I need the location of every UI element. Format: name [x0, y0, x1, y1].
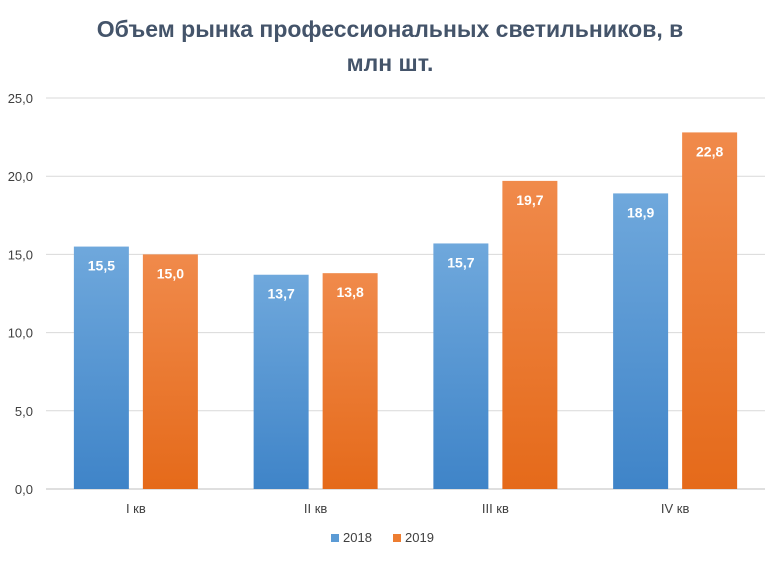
y-tick-label: 20,0: [8, 169, 33, 184]
x-tick-label: II кв: [304, 501, 328, 516]
data-label: 13,7: [268, 286, 295, 302]
legend-label-2018: 2018: [343, 530, 372, 545]
y-tick-label: 10,0: [8, 326, 33, 341]
bar-2018-2: [253, 274, 309, 489]
y-tick-label: 15,0: [8, 247, 33, 262]
bar-2019-2: [322, 273, 378, 489]
data-label: 19,7: [516, 192, 543, 208]
x-tick-label: I кв: [126, 501, 146, 516]
data-label: 18,9: [627, 204, 654, 220]
bar-2019-4: [682, 132, 738, 489]
legend-swatch-2019: [393, 534, 401, 542]
chart-title-line1: Объем рынка профессиональных светильнико…: [96, 16, 684, 42]
data-label: 22,8: [696, 143, 723, 159]
y-tick-label: 5,0: [15, 404, 33, 419]
x-tick-label: IV кв: [661, 501, 690, 516]
y-tick-label: 25,0: [8, 91, 33, 106]
bar-2018-3: [433, 243, 489, 489]
chart-title-line2: млн шт.: [346, 50, 434, 76]
data-label: 15,0: [157, 265, 184, 281]
legend-swatch-2018: [331, 534, 339, 542]
y-tick-label: 0,0: [15, 482, 33, 497]
x-tick-label: III кв: [482, 501, 509, 516]
bar-2018-1: [73, 246, 129, 489]
bar-2019-1: [142, 254, 198, 489]
legend-label-2019: 2019: [405, 530, 434, 545]
bar-2018-4: [613, 193, 669, 490]
bar-2019-3: [502, 180, 558, 489]
data-label: 15,5: [88, 258, 115, 274]
data-label: 15,7: [447, 254, 474, 270]
data-label: 13,8: [337, 284, 364, 300]
